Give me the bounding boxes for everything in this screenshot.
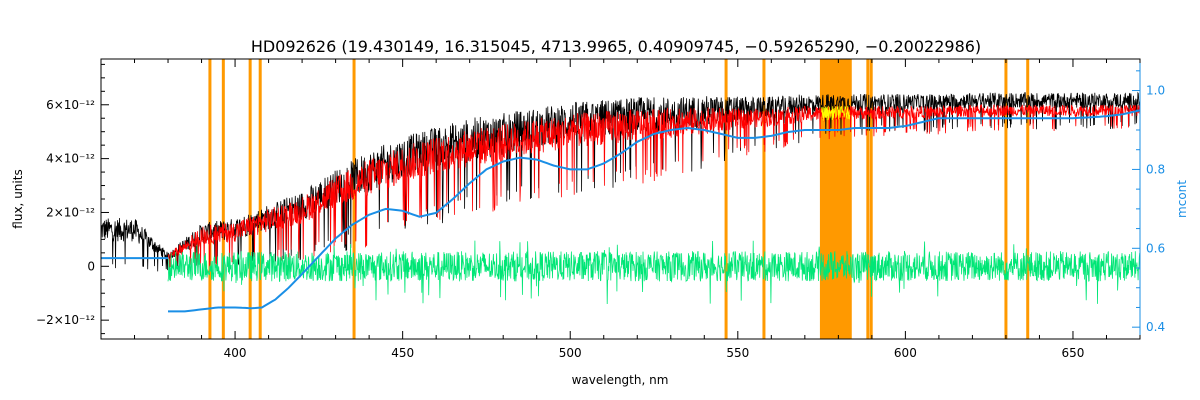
mask-line-7 bbox=[866, 59, 870, 339]
y-axis-ticks: −2×10⁻¹² 0 2×10⁻¹² 4×10⁻¹² 6×10⁻¹² bbox=[36, 63, 109, 335]
y2-tick-label: 1.0 bbox=[1146, 84, 1165, 98]
chart-title: HD092626 (19.430149, 16.315045, 4713.996… bbox=[251, 37, 981, 56]
y-tick-label: 6×10⁻¹² bbox=[46, 98, 95, 112]
mask-line-4 bbox=[352, 59, 356, 339]
y-tick-label: 0 bbox=[87, 259, 95, 273]
residual-spectrum bbox=[167, 240, 1141, 305]
y-axis-label: flux, units bbox=[11, 169, 25, 228]
masked-model-trace bbox=[821, 105, 851, 121]
mcont-line bbox=[168, 109, 1141, 313]
x-tick-label: 450 bbox=[391, 346, 414, 360]
x-axis-ticks: 400 450 500 550 600 650 bbox=[100, 59, 1141, 360]
model-spectrum bbox=[168, 103, 1141, 269]
mask-line-0 bbox=[208, 59, 212, 339]
plot-frame bbox=[100, 58, 1141, 340]
mask-line-5 bbox=[724, 59, 728, 339]
y2-tick-label: 0.6 bbox=[1146, 241, 1165, 255]
y-tick-label: −2×10⁻¹² bbox=[36, 313, 95, 327]
x-tick-label: 600 bbox=[894, 346, 917, 360]
y2-tick-label: 0.4 bbox=[1146, 320, 1165, 334]
mask-line-10 bbox=[1026, 59, 1030, 339]
mask-line-3 bbox=[258, 59, 262, 339]
mask-line-2 bbox=[248, 59, 252, 339]
x-axis-label: wavelength, nm bbox=[572, 373, 669, 387]
y2-axis-ticks: 0.4 0.6 0.8 1.0 bbox=[1132, 70, 1165, 334]
x-tick-label: 650 bbox=[1062, 346, 1085, 360]
mask-line-9 bbox=[1004, 59, 1008, 339]
y2-tick-label: 0.8 bbox=[1146, 162, 1165, 176]
model-trace bbox=[168, 103, 1141, 269]
x-tick-label: 550 bbox=[726, 346, 749, 360]
mask-line-8 bbox=[869, 59, 873, 339]
mcont-curve bbox=[101, 109, 1141, 313]
mask-line-6 bbox=[762, 59, 766, 339]
x-tick-label: 500 bbox=[559, 346, 582, 360]
y-tick-label: 4×10⁻¹² bbox=[46, 152, 95, 166]
residual-trace bbox=[167, 240, 1141, 305]
mask-band-0 bbox=[819, 59, 852, 339]
y-tick-label: 2×10⁻¹² bbox=[46, 205, 95, 219]
y2-axis-label: mcont bbox=[1175, 180, 1189, 218]
x-tick-label: 400 bbox=[224, 346, 247, 360]
mask-line-1 bbox=[221, 59, 225, 339]
